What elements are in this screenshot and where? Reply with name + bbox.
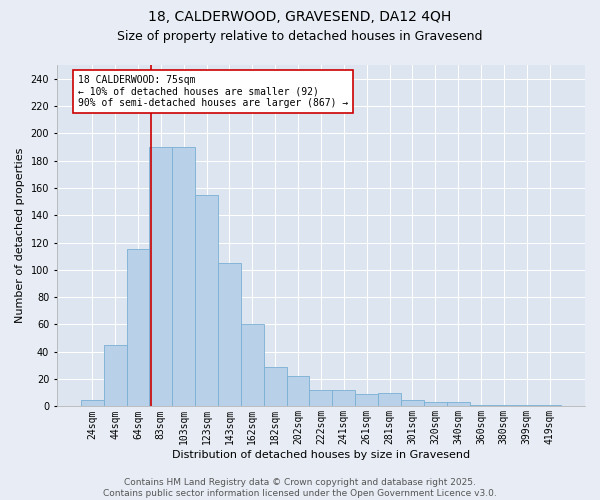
Text: Size of property relative to detached houses in Gravesend: Size of property relative to detached ho… (117, 30, 483, 43)
Bar (172, 147, 195, 406)
Text: 18, CALDERWOOD, GRAVESEND, DA12 4QH: 18, CALDERWOOD, GRAVESEND, DA12 4QH (148, 10, 452, 24)
Bar (81, 400, 104, 406)
Bar (401, 400, 424, 406)
Bar (538, 405, 561, 406)
X-axis label: Distribution of detached houses by size in Gravesend: Distribution of detached houses by size … (172, 450, 470, 460)
Bar (241, 324, 264, 406)
Y-axis label: Number of detached properties: Number of detached properties (15, 148, 25, 324)
Bar (446, 402, 470, 406)
Bar (515, 405, 538, 406)
Bar (218, 263, 241, 406)
Bar (264, 367, 287, 406)
Text: 18 CALDERWOOD: 75sqm
← 10% of detached houses are smaller (92)
90% of semi-detac: 18 CALDERWOOD: 75sqm ← 10% of detached h… (78, 75, 348, 108)
Bar (195, 194, 218, 406)
Bar (127, 250, 149, 406)
Bar (149, 147, 172, 406)
Bar (355, 394, 378, 406)
Text: Contains HM Land Registry data © Crown copyright and database right 2025.
Contai: Contains HM Land Registry data © Crown c… (103, 478, 497, 498)
Bar (287, 376, 310, 406)
Bar (378, 393, 401, 406)
Bar (104, 345, 127, 406)
Bar (424, 402, 446, 406)
Bar (332, 390, 355, 406)
Bar (493, 405, 515, 406)
Bar (470, 405, 493, 406)
Bar (310, 390, 332, 406)
